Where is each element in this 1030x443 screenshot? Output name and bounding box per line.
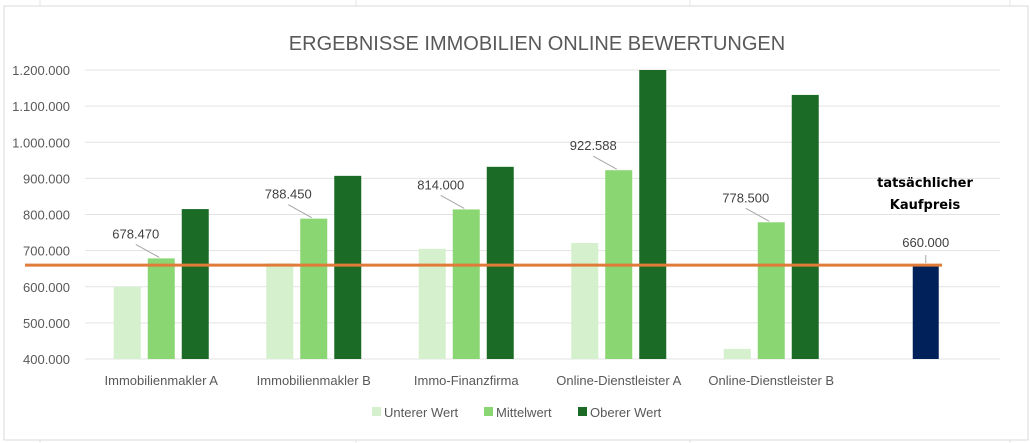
bar-oberer-wert — [334, 175, 362, 359]
leader-line — [135, 243, 160, 258]
data-label: 678.470 — [112, 226, 159, 241]
legend-swatch — [578, 407, 587, 416]
x-tick-label: Immobilienmakler B — [257, 373, 371, 388]
legend-label: Oberer Wert — [590, 405, 662, 420]
x-axis: Immobilienmakler A Immobilienmakler B Immo… — [105, 373, 835, 388]
bar-mittelwert — [300, 218, 328, 359]
bar-mittelwert — [757, 222, 785, 359]
annotation-line2: Kaufpreis — [890, 198, 961, 213]
bar-unterer-wert — [266, 263, 294, 359]
legend: Unterer Wert Mittelwert Oberer Wert — [372, 405, 662, 420]
bar-oberer-wert — [791, 94, 819, 360]
y-tick-label: 900.000 — [23, 171, 70, 186]
data-label: 814.000 — [417, 177, 464, 192]
legend-swatch — [372, 407, 381, 416]
legend-label: Mittelwert — [496, 405, 552, 420]
chart-area — [3, 5, 1029, 441]
x-tick-label: Immobilienmakler A — [105, 373, 219, 388]
data-label-kaufpreis: 660.000 — [902, 235, 949, 250]
y-tick-label: 700.000 — [23, 244, 70, 259]
bar-oberer-wert — [181, 209, 209, 359]
annotation-line1: tatsächlicher — [877, 176, 973, 191]
y-tick-label: 400.000 — [23, 352, 70, 367]
bar-oberer-wert — [486, 166, 514, 359]
data-label: 922.588 — [570, 138, 617, 153]
bars: 678.470 788.450 814.000 922.588 778.500 660.0… — [25, 70, 949, 360]
data-label: 788.450 — [265, 187, 312, 202]
y-tick-label: 800.000 — [23, 208, 70, 223]
x-tick-label: Online-Dienstleister B — [708, 373, 834, 388]
y-axis: 400.000 500.000 600.000 700.000 800.000 900.0… — [12, 63, 1000, 367]
bar-unterer-wert — [723, 348, 751, 359]
leader-line — [440, 195, 465, 209]
bar-unterer-wert — [113, 286, 141, 359]
bar-mittelwert — [147, 258, 175, 359]
leader-line — [745, 207, 770, 222]
chart-title: ERGEBNISSE IMMOBILIEN ONLINE BEWERTUNGEN — [289, 33, 785, 55]
bar-unterer-wert — [418, 248, 446, 359]
y-tick-label: 1.200.000 — [12, 63, 70, 78]
leader-line — [593, 155, 617, 170]
legend-label: Unterer Wert — [384, 405, 459, 420]
x-tick-label: Immo-Finanzfirma — [414, 373, 520, 388]
x-tick-label: Online-Dienstleister A — [556, 373, 681, 388]
y-tick-label: 1.000.000 — [12, 135, 70, 150]
bar-kaufpreis — [912, 265, 939, 359]
y-tick-label: 500.000 — [23, 316, 70, 331]
legend-swatch — [484, 407, 493, 416]
bar-unterer-wert — [571, 243, 599, 359]
data-label: 778.500 — [722, 190, 769, 205]
leader-line — [288, 204, 312, 219]
bar-oberer-wert — [639, 70, 667, 359]
y-tick-label: 1.100.000 — [12, 99, 70, 114]
y-tick-label: 600.000 — [23, 280, 70, 295]
bar-mittelwert — [452, 209, 480, 359]
